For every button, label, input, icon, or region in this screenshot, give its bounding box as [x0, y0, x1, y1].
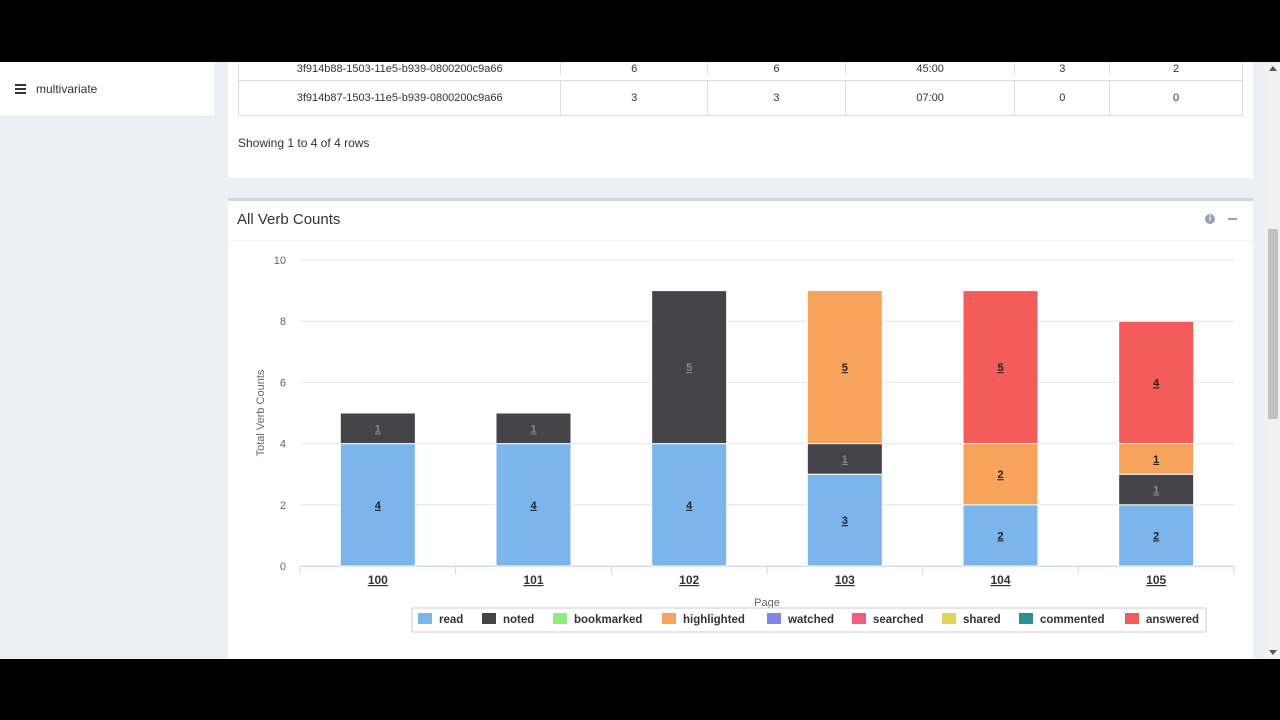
sidebar: multivariate	[0, 62, 214, 659]
table-box: 3f914b88-1503-11e5-b939-0800200c9a66 6 6…	[228, 62, 1253, 178]
legend-box	[411, 607, 1207, 633]
y-tick-label: 2	[280, 500, 286, 512]
x-tick-label: 100	[368, 573, 388, 587]
legend-item-label: answered	[1146, 614, 1199, 626]
collapse-icon[interactable]	[1228, 218, 1237, 220]
bar-segment	[1118, 320, 1195, 445]
legend-swatch	[1019, 613, 1033, 624]
scrollbar-thumb[interactable]	[1268, 229, 1278, 419]
data-label: 4	[686, 500, 693, 512]
bar-segment	[806, 473, 883, 567]
legend-swatch	[1125, 613, 1139, 624]
legend-item-label: noted	[503, 614, 534, 626]
data-label: 1	[1153, 485, 1159, 497]
y-tick-label: 10	[274, 255, 286, 267]
legend-swatch	[767, 613, 781, 624]
legend-swatch	[418, 613, 432, 624]
bar-segment	[962, 504, 1039, 567]
legend-item-label: commented	[1040, 614, 1105, 626]
legend-item-label: shared	[963, 614, 1001, 626]
table-cell: 0	[1015, 81, 1111, 115]
box-divider	[228, 240, 1253, 241]
bar-segment	[651, 443, 728, 567]
table-cell: 6	[561, 62, 709, 75]
table-cell: 3	[561, 81, 709, 115]
y-tick-label: 4	[280, 439, 286, 451]
bar-segment	[962, 443, 1039, 506]
data-label: 1	[375, 423, 381, 435]
x-tick-label: 105	[1146, 573, 1166, 587]
x-tick-label: 103	[835, 573, 855, 587]
bar-segment	[806, 290, 883, 445]
legend-swatch	[942, 613, 956, 624]
table-cell: 07:00	[846, 81, 1016, 115]
data-label: 2	[997, 530, 1003, 542]
data-label: 5	[997, 362, 1003, 374]
data-label: 1	[530, 423, 536, 435]
legend-swatch	[852, 613, 866, 624]
x-axis-title: Page	[754, 597, 780, 609]
legend-item-label: bookmarked	[574, 614, 642, 626]
scroll-down-arrow-icon[interactable]	[1269, 650, 1277, 655]
data-label: 1	[1153, 454, 1159, 466]
legend-swatch	[553, 613, 567, 624]
table-cell: 3f914b88-1503-11e5-b939-0800200c9a66	[239, 62, 562, 75]
table-cell: 0	[1173, 92, 1180, 104]
viewport: multivariate 3f914b88-1503-11e5-b939-080…	[0, 62, 1280, 659]
data-label: 5	[842, 362, 848, 374]
legend-swatch	[482, 613, 496, 624]
table-cell: 6	[708, 62, 846, 75]
sidebar-item-label: multivariate	[36, 82, 98, 96]
bar-segment	[962, 290, 1039, 445]
table-cell: 3	[1015, 62, 1111, 75]
legend-item-label: highlighted	[683, 614, 745, 626]
table-cell: 45:00	[846, 62, 1016, 75]
bar-segment	[339, 412, 416, 445]
scroll-up-arrow-icon[interactable]	[1269, 66, 1277, 71]
data-label: 3	[842, 515, 848, 527]
bar-segment	[495, 412, 572, 445]
bar-segment	[651, 290, 728, 445]
legend-item-label: read	[439, 614, 463, 626]
table-cell: 3f914b87-1503-11e5-b939-0800200c9a66	[239, 81, 562, 115]
y-axis-title: Total Verb Counts	[255, 369, 267, 456]
data-label: 2	[997, 469, 1003, 481]
y-tick-label: 6	[280, 377, 286, 389]
sidebar-item-multivariate[interactable]: multivariate	[0, 62, 214, 117]
hamburger-icon	[15, 82, 26, 96]
pagination-info: Showing 1 to 4 of 4 rows	[238, 136, 370, 150]
data-label: 5	[686, 362, 692, 374]
table-cell: 2	[1173, 63, 1180, 75]
bar-segment	[1118, 443, 1195, 475]
table-cell: 3	[708, 81, 846, 115]
box-title: All Verb Counts	[237, 211, 341, 228]
data-label: 4	[1153, 377, 1160, 389]
bar-segment	[806, 443, 883, 475]
legend-swatch	[662, 613, 676, 624]
bar-segment	[339, 443, 416, 567]
data-table: 3f914b88-1503-11e5-b939-0800200c9a66 6 6…	[238, 62, 1243, 116]
y-tick-label: 0	[280, 561, 286, 573]
legend-item-label: searched	[873, 614, 924, 626]
data-label: 4	[530, 500, 537, 512]
data-label: 1	[842, 454, 848, 466]
table-row: 3f914b88-1503-11e5-b939-0800200c9a66 6 6…	[239, 62, 1242, 80]
legend-item-label: watched	[787, 614, 834, 626]
stacked-bar-chart: 0 2 4 6 8 10 100 101 102 103 104 105 Page Total Verb …	[255, 255, 1235, 633]
x-tick-label: 101	[523, 573, 543, 587]
chart-box: All Verb Counts i 0 2 4 6 8 10 100 101 102 103 104…	[228, 198, 1253, 659]
page-scrollbar[interactable]	[1266, 62, 1280, 659]
data-label: 2	[1153, 530, 1159, 542]
y-tick-label: 8	[280, 316, 286, 328]
x-tick-label: 102	[679, 573, 699, 587]
x-tick-label: 104	[990, 573, 1010, 587]
table-row: 3f914b87-1503-11e5-b939-0800200c9a66 3 3…	[239, 80, 1242, 115]
data-label: 4	[375, 500, 382, 512]
info-icon[interactable]: i	[1205, 214, 1215, 224]
bar-segment	[495, 443, 572, 567]
